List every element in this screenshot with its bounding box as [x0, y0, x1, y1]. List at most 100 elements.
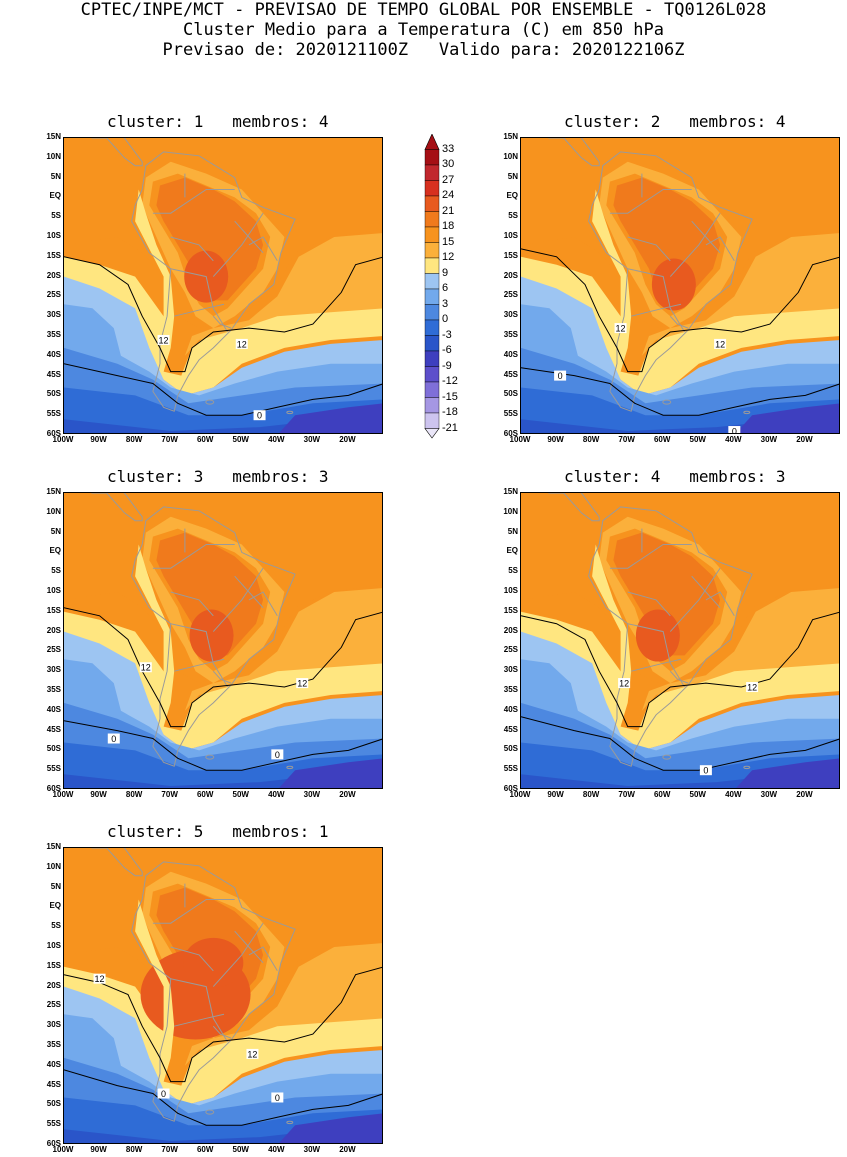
- colorbar-swatch: [424, 335, 440, 352]
- lat-tick-label: 50S: [503, 744, 518, 754]
- lon-tick-label: 70W: [161, 435, 178, 444]
- contour-12: [64, 256, 382, 373]
- lat-tick-label: 40S: [503, 349, 518, 359]
- svg-text:0: 0: [732, 427, 737, 434]
- lon-tick-label: 50W: [232, 1145, 249, 1154]
- contour-label: 0: [253, 410, 266, 421]
- svg-text:12: 12: [616, 324, 626, 334]
- lat-tick-label: 5S: [51, 921, 61, 931]
- colorbar-swatch: [424, 180, 440, 197]
- lat-tick-label: 25S: [46, 1000, 61, 1010]
- lat-tick-label: 25S: [46, 290, 61, 300]
- lat-tick-label: 30S: [503, 665, 518, 675]
- lat-tick-label: 5S: [508, 211, 518, 221]
- temperature-map-panel: 12 12 0: [520, 492, 840, 789]
- contour-0: [64, 363, 382, 416]
- lat-tick-label: EQ: [49, 191, 61, 201]
- lat-tick-label: 10S: [503, 231, 518, 240]
- contour-label: 12: [614, 323, 627, 334]
- colorbar-swatch: [424, 319, 440, 336]
- lon-tick-label: 40W: [268, 435, 285, 444]
- lon-tick-label: 30W: [303, 435, 321, 444]
- lat-tick-label: 15N: [46, 132, 61, 141]
- colorbar-swatch: [424, 257, 440, 274]
- lon-tick-label: 20W: [796, 435, 813, 444]
- header-dates: Previsao de: 2020121100Z Valido para: 20…: [162, 40, 685, 60]
- contour-label: 12: [296, 678, 309, 689]
- lat-tick-label: 5N: [50, 526, 61, 536]
- lon-tick-label: 80W: [582, 790, 600, 799]
- colorbar-swatch: [424, 242, 440, 259]
- lat-tick-label: 40S: [46, 704, 61, 714]
- lon-tick-label: 30W: [760, 790, 778, 799]
- colorbar-label: 24: [442, 189, 455, 201]
- svg-text:12: 12: [159, 335, 169, 345]
- contour-label: 0: [554, 370, 567, 381]
- lon-tick-label: 70W: [618, 435, 635, 444]
- lat-tick-label: 60S: [46, 1139, 61, 1148]
- lat-tick-label: 50S: [503, 389, 518, 399]
- lat-tick-label: 10S: [46, 231, 61, 240]
- colorbar-label: -3: [442, 328, 452, 341]
- lat-tick-label: EQ: [49, 901, 61, 911]
- lon-tick-label: 60W: [196, 435, 214, 444]
- lat-tick-label: 55S: [46, 1119, 61, 1129]
- lat-tick-label: 10N: [503, 506, 518, 516]
- contour-12: [64, 607, 382, 728]
- lat-tick-label: 15S: [46, 250, 61, 260]
- contour-0: [521, 367, 839, 416]
- lat-tick-label: 25S: [503, 290, 518, 300]
- lat-tick-label: 30S: [46, 1020, 61, 1030]
- lat-tick-label: 55S: [46, 409, 61, 419]
- contour-label: 0: [271, 1092, 284, 1103]
- colorbar-swatch: [424, 164, 440, 181]
- svg-text:12: 12: [247, 1049, 257, 1059]
- lat-tick-label: 5N: [507, 526, 518, 536]
- lat-tick-label: 20S: [503, 270, 518, 280]
- lat-tick-label: 50S: [46, 744, 61, 754]
- header-title: CPTEC/INPE/MCT - PREVISAO DE TEMPO GLOBA…: [80, 0, 767, 20]
- lon-tick-label: 60W: [653, 435, 671, 444]
- colorbar-label: 3: [442, 297, 449, 310]
- lat-tick-label: 10N: [46, 151, 61, 161]
- lon-tick-label: 100W: [509, 790, 531, 799]
- lat-tick-label: 35S: [503, 685, 518, 694]
- lat-tick-label: 60S: [46, 429, 61, 438]
- lat-tick-label: 15N: [503, 132, 518, 141]
- colorbar-label: 27: [442, 173, 455, 186]
- lat-tick-label: 30S: [46, 665, 61, 675]
- lon-tick-label: 50W: [232, 435, 249, 444]
- lon-tick-label: 60W: [653, 790, 671, 799]
- lon-tick-label: 40W: [725, 790, 742, 799]
- lat-tick-label: 45S: [503, 369, 518, 379]
- lat-tick-label: 5N: [50, 171, 61, 181]
- lat-tick-label: 15N: [503, 487, 518, 496]
- colorbar-label: 15: [442, 235, 455, 248]
- colorbar-swatch: [424, 412, 440, 429]
- contour-0: [64, 1069, 382, 1126]
- lat-tick-label: 15S: [46, 605, 61, 615]
- svg-text:0: 0: [111, 734, 116, 744]
- contour-label: 12: [157, 334, 170, 345]
- lon-tick-label: 100W: [52, 1145, 74, 1154]
- panel-title: cluster: 4 membros: 3: [564, 467, 786, 486]
- lon-tick-label: 40W: [725, 435, 742, 444]
- lon-tick-label: 20W: [339, 1145, 356, 1154]
- lat-tick-label: 35S: [503, 330, 518, 339]
- lat-tick-label: 60S: [503, 784, 518, 793]
- lat-tick-label: 45S: [46, 369, 61, 379]
- lon-tick-label: 100W: [52, 435, 74, 444]
- lon-tick-label: 30W: [303, 1145, 321, 1154]
- lon-tick-label: 70W: [618, 790, 635, 799]
- lon-tick-label: 70W: [161, 790, 178, 799]
- lat-tick-label: 5N: [50, 881, 61, 891]
- colorbar: 33 30 27 24 21 18 15 12 9 6 3 0 -3 -6 -9 -12 -15 -18 -21: [422, 134, 482, 444]
- lon-tick-label: 30W: [303, 790, 321, 799]
- lon-tick-label: 50W: [689, 435, 706, 444]
- panel-title: cluster: 3 membros: 3: [107, 467, 329, 486]
- lon-tick-label: 90W: [547, 790, 564, 799]
- colorbar-swatch: [424, 211, 440, 228]
- lat-tick-label: 20S: [46, 270, 61, 280]
- colorbar-swatch: [424, 304, 440, 321]
- contour-label: 0: [157, 1088, 170, 1099]
